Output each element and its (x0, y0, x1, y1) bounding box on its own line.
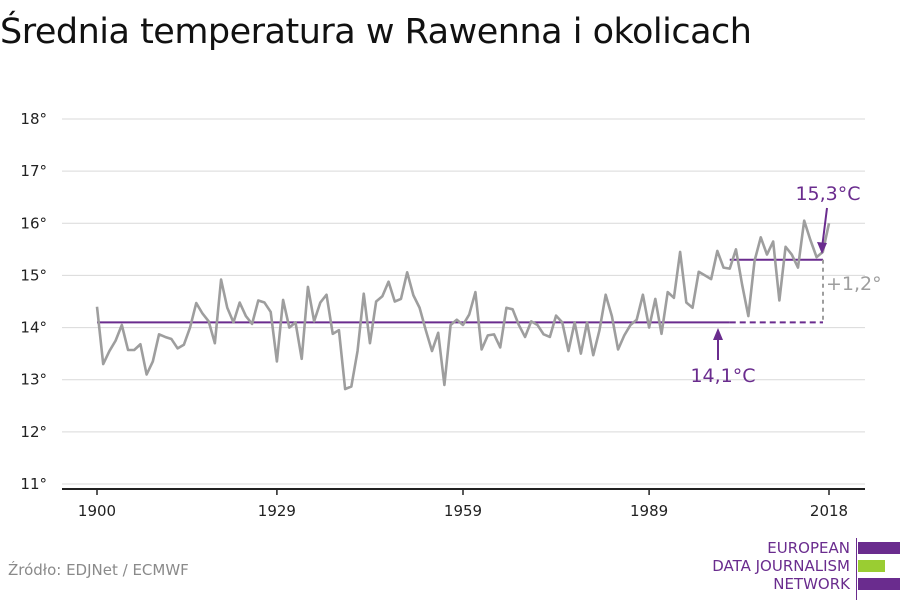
arrow-historic-head (713, 328, 723, 340)
label-recent-average: 15,3°C (795, 183, 860, 205)
x-tick-label: 1959 (444, 502, 482, 520)
logo-divider (856, 538, 857, 600)
y-tick-label: 12° (20, 423, 47, 441)
x-axis: 1900 1929 1959 1989 2018 (62, 488, 865, 520)
arrow-recent-shaft (821, 207, 828, 249)
x-tick-label: 1900 (78, 502, 116, 520)
source-note: Źródło: EDJNet / ECMWF (8, 561, 189, 579)
edjnet-logo: EUROPEAN DATA JOURNALISM NETWORK (700, 538, 900, 600)
logo-line-european: EUROPEAN (767, 539, 850, 557)
x-tick-label: 1929 (258, 502, 296, 520)
grid-lines (62, 118, 865, 485)
logo-bar-bottom (858, 578, 900, 590)
y-tick-label: 15° (20, 266, 47, 284)
chart-title: Średnia temperatura w Rawenna i okolicac… (0, 12, 752, 52)
x-tick-label: 1989 (630, 502, 668, 520)
temperature-line (95, 219, 831, 391)
logo-bar-top (858, 542, 900, 554)
y-tick-label: 16° (20, 214, 47, 232)
annotations: 15,3°C 14,1°C +1,2° (690, 183, 881, 387)
y-tick-label: 11° (20, 475, 47, 493)
label-difference: +1,2° (826, 273, 882, 295)
y-tick-label: 13° (20, 371, 47, 389)
x-tick-label: 2018 (810, 502, 848, 520)
logo-line-data-journalism: DATA JOURNALISM (712, 557, 850, 575)
y-tick-label: 18° (20, 110, 47, 128)
label-historic-average: 14,1°C (690, 365, 755, 387)
y-tick-label: 17° (20, 162, 47, 180)
logo-bar-middle (858, 560, 885, 572)
arrow-recent-head (817, 242, 827, 254)
logo-line-network: NETWORK (773, 575, 850, 593)
y-axis-tick-labels: 11° 12° 13° 14° 15° 16° 17° 18° (20, 110, 47, 493)
temperature-series (95, 219, 831, 391)
y-tick-label: 14° (20, 319, 47, 337)
